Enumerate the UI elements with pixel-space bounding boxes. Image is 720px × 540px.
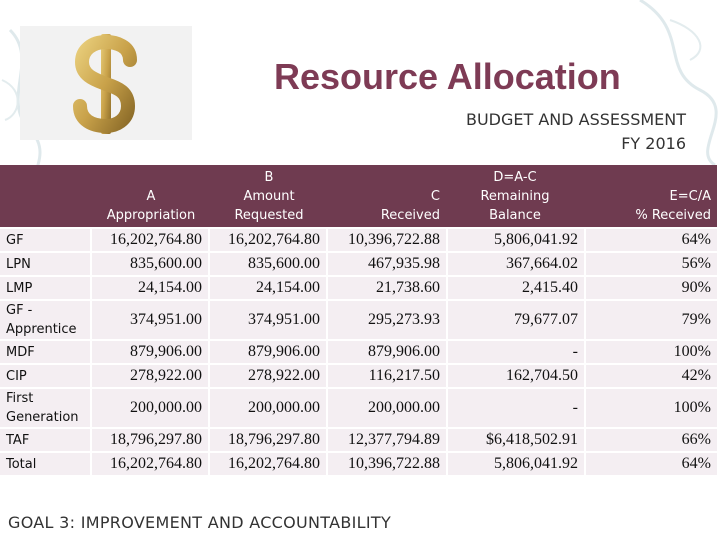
cell-balance: -: [448, 341, 586, 363]
header-percent-received: E=C/A % Received: [586, 165, 717, 227]
cell-requested: 16,202,764.80: [210, 453, 328, 475]
cell-appropriation: 835,600.00: [92, 253, 210, 275]
row-label: First Generation: [0, 389, 92, 427]
cell-percent: 56%: [586, 253, 717, 275]
table-row: MDF 879,906.00 879,906.00 879,906.00 - 1…: [0, 341, 717, 363]
logo-panel: [20, 26, 192, 140]
report-subtitle: BUDGET AND ASSESSMENT FY 2016: [466, 108, 686, 156]
cell-requested: 879,906.00: [210, 341, 328, 363]
table-header-row: A Appropriation B Amount Requested C Rec…: [0, 165, 717, 227]
table-row: GF 16,202,764.80 16,202,764.80 10,396,72…: [0, 229, 717, 251]
cell-received: 467,935.98: [328, 253, 448, 275]
cell-appropriation: 16,202,764.80: [92, 453, 210, 475]
row-label: LMP: [0, 277, 92, 299]
cell-percent: 66%: [586, 429, 717, 451]
table-row: LMP 24,154.00 24,154.00 21,738.60 2,415.…: [0, 277, 717, 299]
cell-appropriation: 879,906.00: [92, 341, 210, 363]
table-row: LPN 835,600.00 835,600.00 467,935.98 367…: [0, 253, 717, 275]
cell-received: 10,396,722.88: [328, 453, 448, 475]
goal-footer: GOAL 3: IMPROVEMENT AND ACCOUNTABILITY: [8, 513, 392, 532]
row-label: Total: [0, 453, 92, 475]
header-balance: D=A-C Remaining Balance: [448, 165, 586, 227]
cell-appropriation: 200,000.00: [92, 389, 210, 427]
cell-requested: 18,796,297.80: [210, 429, 328, 451]
dollar-sign-icon: [73, 34, 137, 134]
cell-received: 116,217.50: [328, 365, 448, 387]
row-label: GF: [0, 229, 92, 251]
cell-appropriation: 278,922.00: [92, 365, 210, 387]
table-row: GF - Apprentice 374,951.00 374,951.00 29…: [0, 301, 717, 339]
row-label: LPN: [0, 253, 92, 275]
cell-requested: 24,154.00: [210, 277, 328, 299]
cell-balance: 367,664.02: [448, 253, 586, 275]
cell-received: 12,377,794.89: [328, 429, 448, 451]
cell-requested: 278,922.00: [210, 365, 328, 387]
header-requested: B Amount Requested: [210, 165, 328, 227]
cell-appropriation: 24,154.00: [92, 277, 210, 299]
table-row: CIP 278,922.00 278,922.00 116,217.50 162…: [0, 365, 717, 387]
page-title: Resource Allocation: [274, 56, 621, 97]
cell-balance: 162,704.50: [448, 365, 586, 387]
cell-appropriation: 16,202,764.80: [92, 229, 210, 251]
cell-balance: 2,415.40: [448, 277, 586, 299]
table-row: First Generation 200,000.00 200,000.00 2…: [0, 389, 717, 427]
table-row: TAF 18,796,297.80 18,796,297.80 12,377,7…: [0, 429, 717, 451]
cell-percent: 64%: [586, 453, 717, 475]
cell-received: 295,273.93: [328, 301, 448, 339]
cell-balance: -: [448, 389, 586, 427]
cell-received: 879,906.00: [328, 341, 448, 363]
header-label-column: [0, 165, 92, 227]
table-row-total: Total 16,202,764.80 16,202,764.80 10,396…: [0, 453, 717, 475]
cell-percent: 42%: [586, 365, 717, 387]
cell-requested: 374,951.00: [210, 301, 328, 339]
cell-balance: 79,677.07: [448, 301, 586, 339]
cell-received: 10,396,722.88: [328, 229, 448, 251]
cell-requested: 835,600.00: [210, 253, 328, 275]
row-label: CIP: [0, 365, 92, 387]
cell-received: 200,000.00: [328, 389, 448, 427]
cell-received: 21,738.60: [328, 277, 448, 299]
row-label: MDF: [0, 341, 92, 363]
cell-balance: $6,418,502.91: [448, 429, 586, 451]
header-received: C Received: [328, 165, 448, 227]
subtitle-line-2: FY 2016: [621, 134, 686, 153]
cell-requested: 16,202,764.80: [210, 229, 328, 251]
row-label: GF - Apprentice: [0, 301, 92, 339]
row-label: TAF: [0, 429, 92, 451]
cell-percent: 64%: [586, 229, 717, 251]
cell-balance: 5,806,041.92: [448, 229, 586, 251]
cell-appropriation: 18,796,297.80: [92, 429, 210, 451]
cell-percent: 100%: [586, 341, 717, 363]
cell-appropriation: 374,951.00: [92, 301, 210, 339]
header-appropriation: A Appropriation: [92, 165, 210, 227]
cell-percent: 79%: [586, 301, 717, 339]
cell-percent: 90%: [586, 277, 717, 299]
subtitle-line-1: BUDGET AND ASSESSMENT: [465, 110, 686, 129]
cell-balance: 5,806,041.92: [448, 453, 586, 475]
allocation-table: A Appropriation B Amount Requested C Rec…: [0, 163, 717, 477]
cell-requested: 200,000.00: [210, 389, 328, 427]
cell-percent: 100%: [586, 389, 717, 427]
